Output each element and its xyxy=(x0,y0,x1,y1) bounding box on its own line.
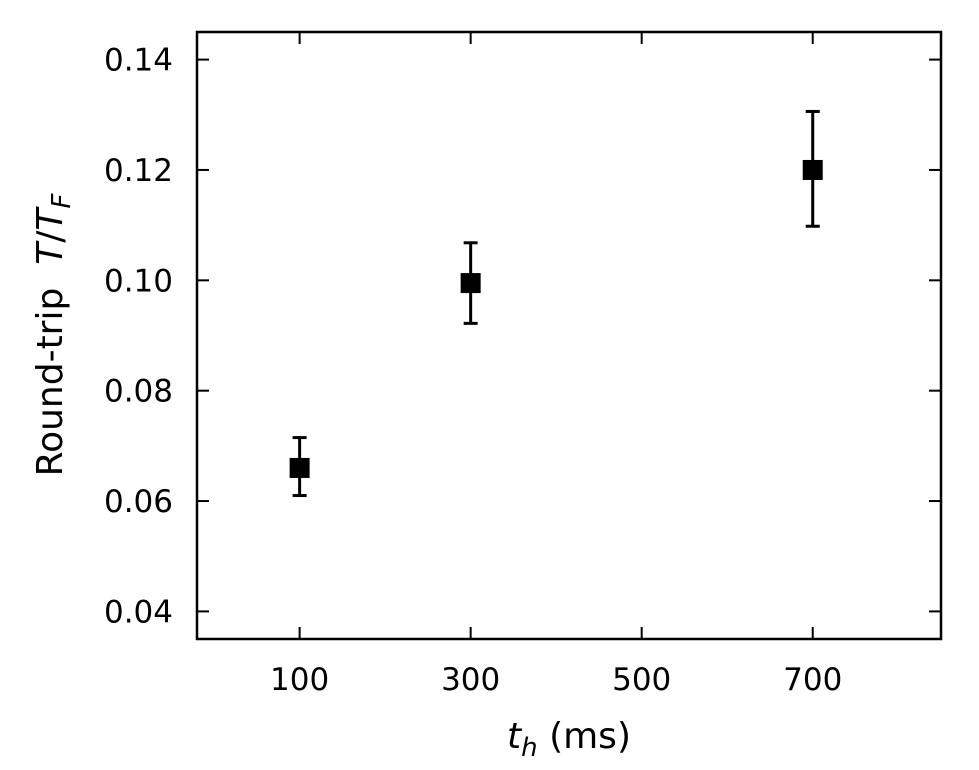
y-axis-title: Round-trip T/TF xyxy=(30,193,77,477)
y-tick-label: 0.04 xyxy=(104,594,173,630)
y-tick-label: 0.10 xyxy=(104,263,173,299)
y-tick-label: 0.06 xyxy=(104,484,173,520)
ticks xyxy=(197,32,941,639)
data-point-marker xyxy=(460,273,481,294)
tick-labels: 100 300 500 700 0.04 0.06 0.08 0.10 0.12 0.14 xyxy=(104,43,842,698)
y-tick-label: 0.12 xyxy=(104,153,173,189)
x-tick-label: 700 xyxy=(783,662,842,698)
y-tick-label: 0.14 xyxy=(104,43,173,79)
y-tick-label: 0.08 xyxy=(104,374,173,410)
plot-frame xyxy=(195,30,943,641)
x-tick-label: 300 xyxy=(441,662,500,698)
data-point-marker xyxy=(289,457,310,478)
x-tick-label: 100 xyxy=(270,662,329,698)
data-series xyxy=(289,109,823,498)
x-tick-label: 500 xyxy=(612,662,671,698)
x-axis-title: th (ms) xyxy=(507,716,631,763)
data-point-marker xyxy=(802,159,823,180)
